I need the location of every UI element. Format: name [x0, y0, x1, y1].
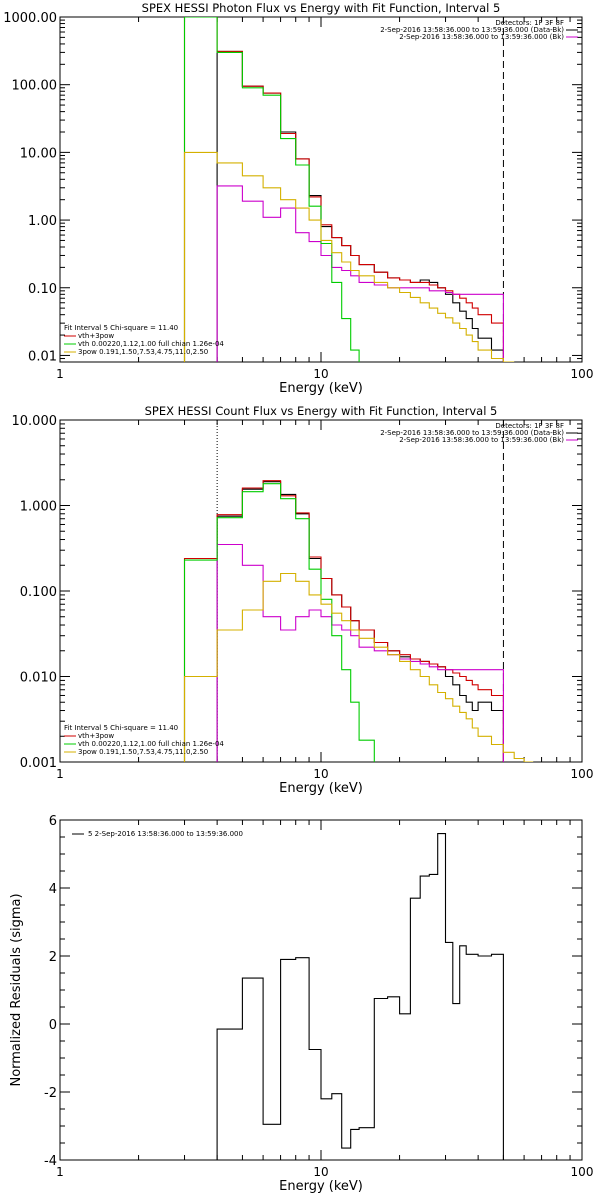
legend-text: vth 0.00220,1.12,1.00 full chian 1.26e-0… — [78, 340, 224, 348]
y-tick-label: 4 — [49, 882, 57, 897]
legend-text: vth+3pow — [78, 732, 114, 740]
series-vth-3pow — [183, 480, 504, 762]
series-vth-3pow — [183, 17, 504, 362]
x-tick-label: 100 — [571, 367, 594, 381]
series-5 — [216, 833, 504, 1160]
y-tick-label: 0.10 — [28, 282, 57, 297]
legend-text: 2-Sep-2016 13:58:36.000 to 13:59:36.000 … — [380, 26, 564, 34]
series-3pow — [183, 151, 515, 362]
x-axis-label: Energy (keV) — [279, 781, 363, 796]
series-data-bk — [216, 50, 504, 362]
y-tick-label: 2 — [49, 950, 57, 965]
series-bk — [216, 543, 504, 762]
chart-3: 1 10 100 Energy (keV) -4 -2 0 2 4 6 Normalized Res… — [9, 814, 593, 1194]
legend-text: 2-Sep-2016 13:58:36.000 to 13:59:36.000 … — [399, 436, 564, 444]
legend-text: 2-Sep-2016 13:58:36.000 to 13:59:36.000 … — [380, 429, 564, 437]
y-tick-label: 1000.00 — [3, 11, 57, 26]
x-tick-label: 10 — [313, 367, 328, 381]
x-tick-label: 1 — [56, 1165, 64, 1179]
chart-title: SPEX HESSI Count Flux vs Energy with Fit… — [145, 404, 498, 418]
y-tick-label: 6 — [49, 814, 57, 829]
series-vth — [183, 483, 375, 762]
legend-text: vth+3pow — [78, 332, 114, 340]
legend-text: 3pow 0.191,1.50,7.53,4.75,11.0,2.50 — [78, 348, 208, 356]
legend-text: Detectors: 1F 3F 8F — [495, 422, 564, 430]
y-tick-label: 0.010 — [20, 671, 57, 686]
legend-text: Fit Interval 5 Chi-square = 11.40 — [64, 324, 178, 332]
y-axis-label: Normalized Residuals (sigma) — [9, 893, 24, 1086]
x-tick-label: 1 — [56, 767, 64, 781]
y-tick-label: 10.00 — [20, 146, 57, 161]
y-tick-label: 1.000 — [20, 500, 57, 515]
x-tick-label: 1 — [56, 367, 64, 381]
y-tick-label: 1.00 — [28, 214, 57, 229]
x-axis-label: Energy (keV) — [279, 381, 363, 396]
y-tick-label: 0 — [49, 1018, 57, 1033]
y-tick-label: 0.100 — [20, 585, 57, 600]
series-group — [183, 17, 515, 362]
series-bk — [216, 185, 504, 362]
legend-text: 3pow 0.191,1.50,7.53,4.75,11.0,2.50 — [78, 748, 208, 756]
series-group — [216, 833, 504, 1160]
series-3pow — [183, 572, 534, 762]
y-tick-label: 0.01 — [28, 349, 57, 364]
y-tick-label: 0.001 — [20, 756, 57, 771]
legend-text: 5 2-Sep-2016 13:58:36.000 to 13:59:36.00… — [88, 830, 243, 838]
y-tick-label: 10.000 — [12, 414, 58, 429]
series-group — [183, 480, 534, 762]
series-vth — [183, 17, 360, 362]
y-tick-label: -4 — [44, 1154, 57, 1169]
chart-2: SPEX HESSI Count Flux vs Energy with Fit… — [12, 404, 594, 796]
chart-1: SPEX HESSI Photon Flux vs Energy with Fi… — [3, 1, 593, 396]
x-tick-label: 100 — [571, 1165, 594, 1179]
x-tick-label: 100 — [571, 767, 594, 781]
y-tick-label: -2 — [44, 1086, 57, 1101]
chart-title: SPEX HESSI Photon Flux vs Energy with Fi… — [142, 1, 501, 15]
legend-text: Fit Interval 5 Chi-square = 11.40 — [64, 724, 178, 732]
series-data-bk — [216, 481, 504, 762]
x-tick-label: 10 — [313, 1165, 328, 1179]
legend-text: 2-Sep-2016 13:58:36.000 to 13:59:36.000 … — [399, 33, 564, 41]
x-axis-label: Energy (keV) — [279, 1179, 363, 1194]
legend-text: Detectors: 1F 3F 8F — [495, 19, 564, 27]
x-tick-label: 10 — [313, 767, 328, 781]
y-tick-label: 100.00 — [12, 79, 58, 94]
legend-text: vth 0.00220,1.12,1.00 full chian 1.26e-0… — [78, 740, 224, 748]
